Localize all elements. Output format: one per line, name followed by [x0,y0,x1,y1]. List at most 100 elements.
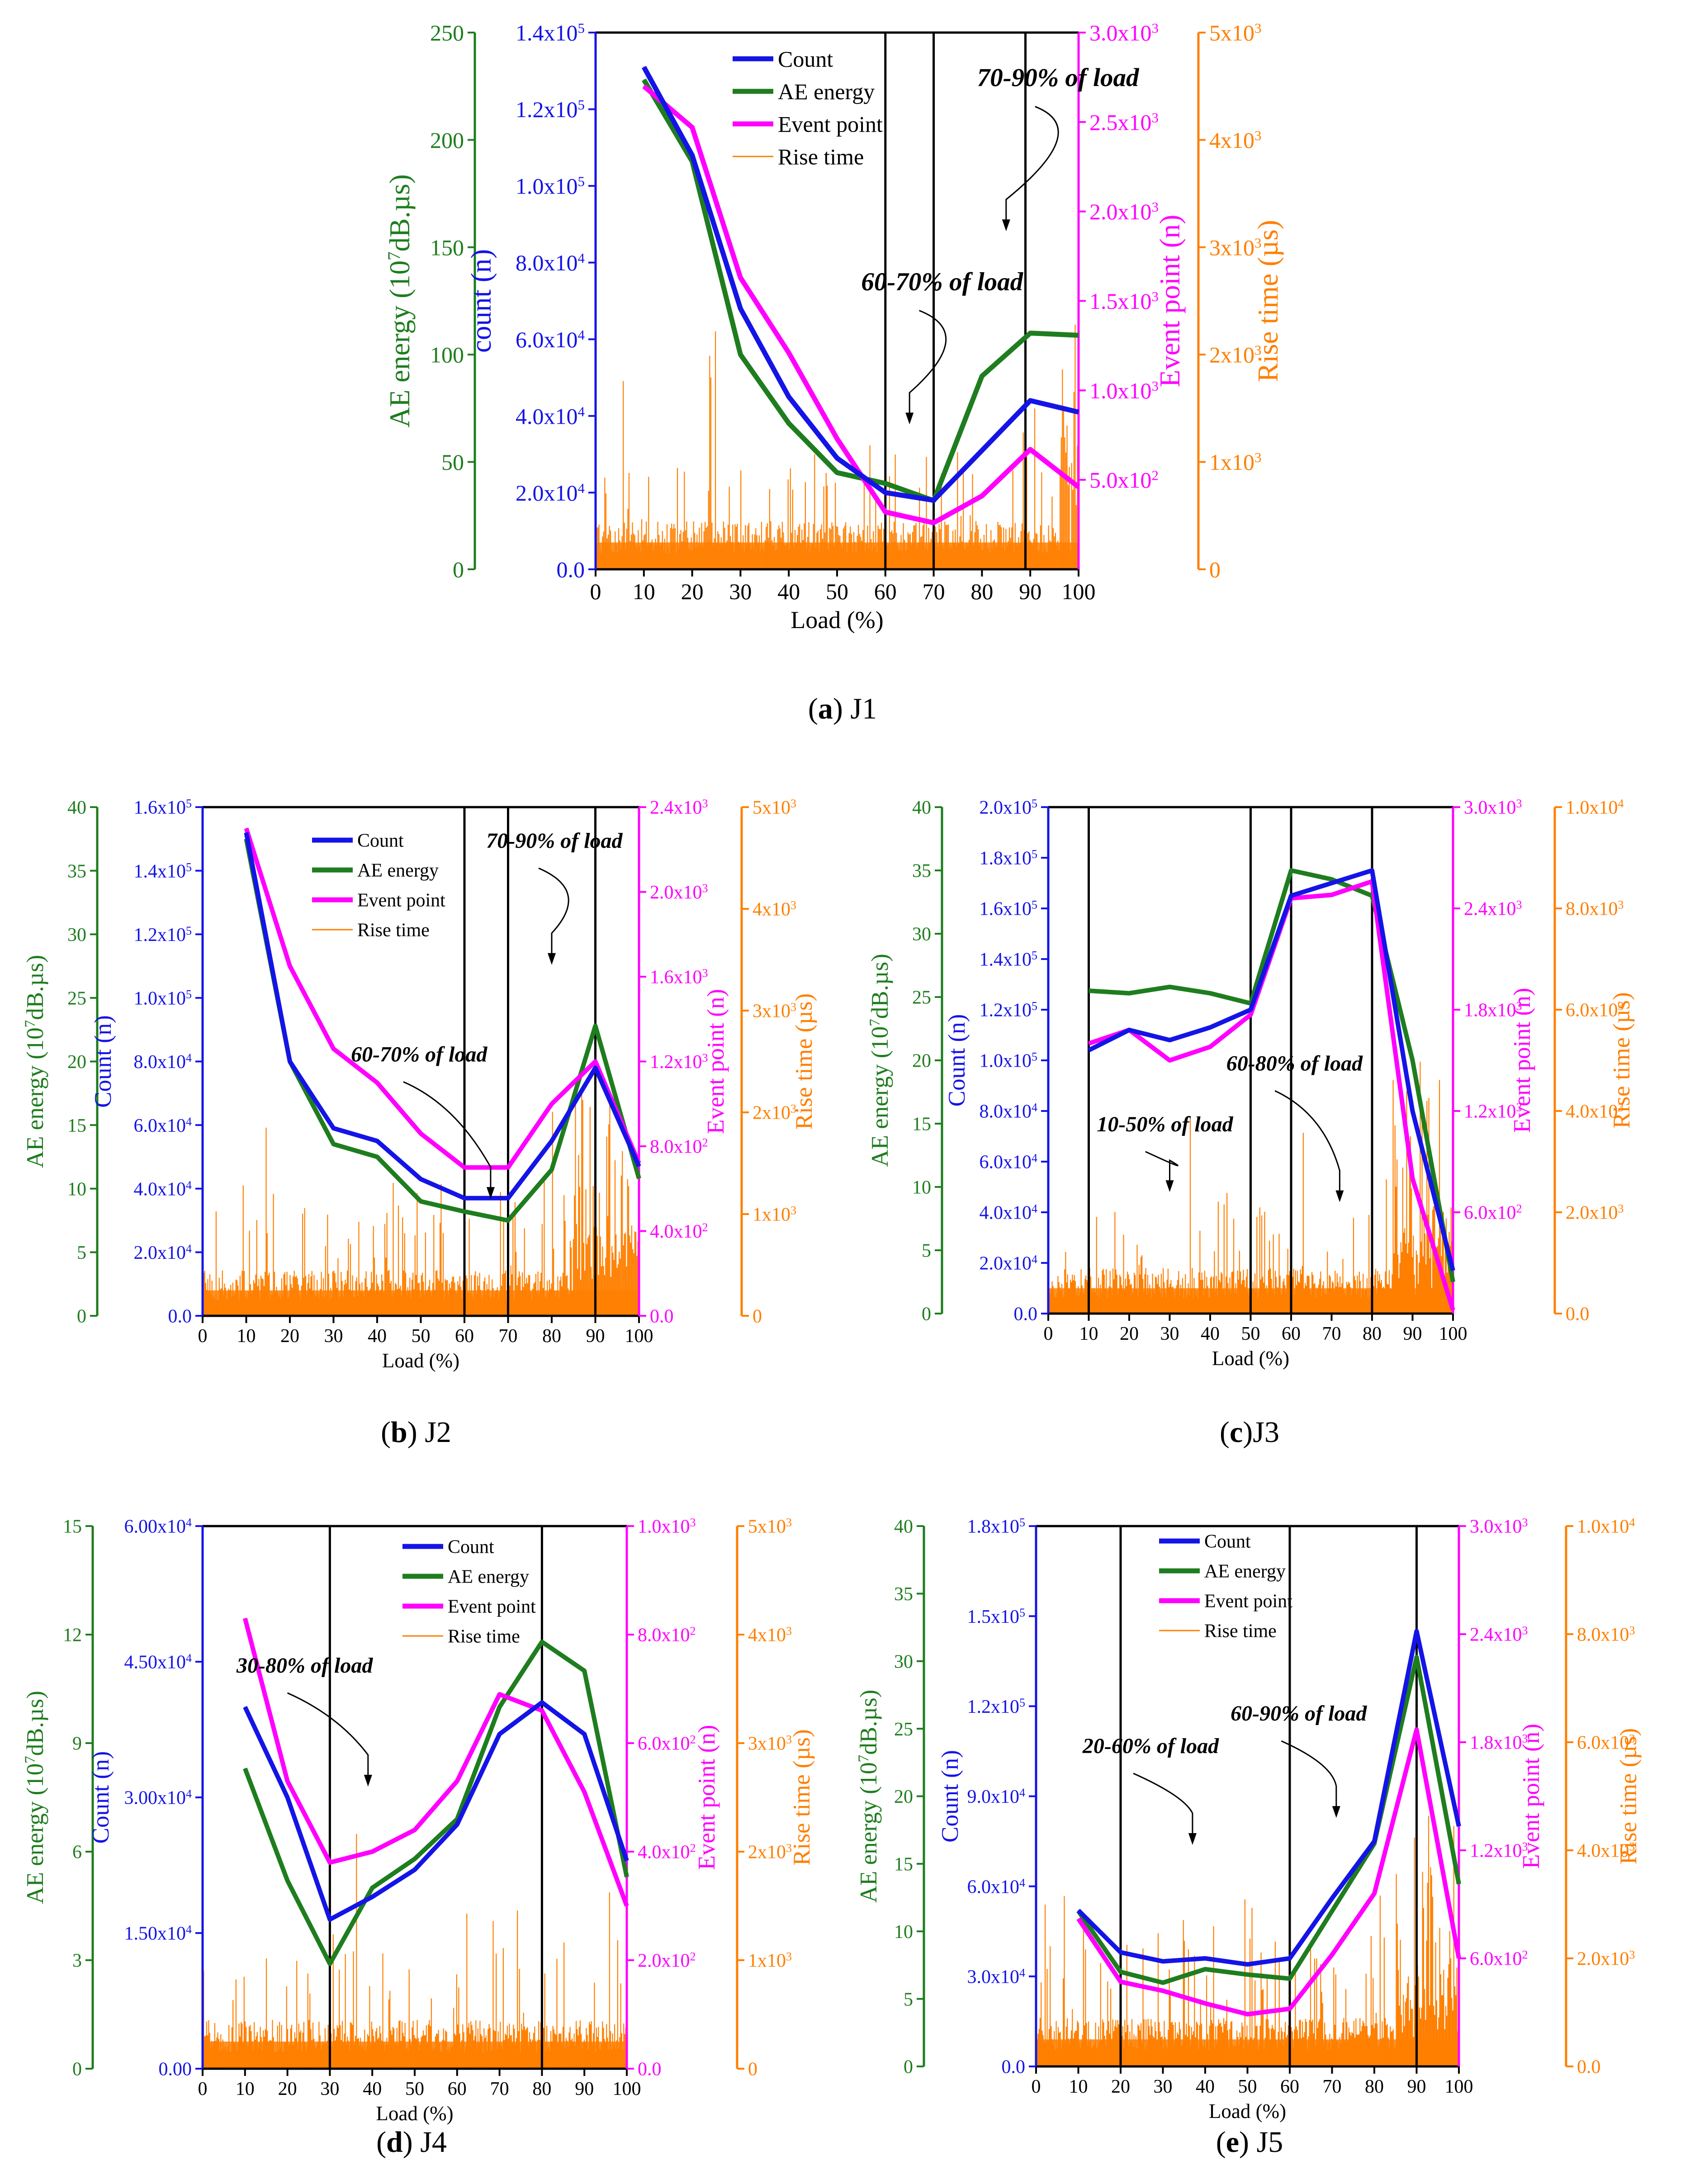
count-point-a-5 [885,492,886,493]
count-tick-label-c-1: 2.0x104 [980,1253,1038,1274]
count-tick-label-c-3: 6.0x104 [980,1151,1038,1173]
legend-label-e-3: Rise time [1204,1621,1277,1642]
x-tick-label-b-8: 80 [542,1326,561,1347]
caption-a: (a) J1 [808,692,877,725]
rise-time-base-a [596,542,1079,569]
chart-panel-e: 0 10 20 30 40 50 60 70 80 90 100 Load (%) 0 5 10 15 20 25… [842,1465,1685,2184]
x-tick-label-b-3: 30 [324,1326,343,1347]
count-point-e-5 [1289,1958,1290,1959]
count-point-d-2 [329,1919,331,1920]
count-point-e-6 [1331,1898,1333,1899]
event-point-point-d-6 [499,1694,500,1695]
annotation-b-1: 70-90% of load [486,829,623,853]
event-tick-label-d-3: 6.0x102 [638,1733,696,1754]
energy-tick-label-c-2: 10 [912,1177,931,1198]
count-tick-label-e-4: 1.2x105 [967,1696,1026,1718]
count-point-c-7 [1372,870,1373,871]
count-tick-label-c-5: 1.0x105 [980,1050,1038,1072]
ae-energy-point-e-8 [1416,1656,1417,1658]
event-axis-title-e: Event point (n) [1518,1724,1544,1869]
energy-axis-b: 0 5 10 15 20 25 30 35 40 AE energy (107dB.µs) [22,798,99,1327]
rise-axis-c: 0.0 2.0x103 4.0x103 6.0x103 8.0x103 1.0x104 Ri… [1553,797,1635,1325]
count-tick-label-c-2: 4.0x104 [980,1202,1038,1224]
event-tick-label-c-4: 3.0x103 [1464,797,1522,818]
count-tick-label-b-8: 1.6x105 [134,797,192,818]
count-axis-a: 0.0 2.0x104 4.0x104 6.0x104 8.0x104 1.0x105 1.… [465,20,597,582]
x-tick-label-d-3: 30 [320,2079,339,2099]
energy-tick-label-d-1: 3 [72,1951,82,1971]
event-tick-label-b-1: 4.0x102 [650,1221,708,1243]
count-line-b [244,832,641,1201]
x-tick-label-a-5: 50 [826,579,848,604]
annotation-arrowhead-c-1 [1335,1190,1344,1202]
event-tick-label-a-0: 5.0x102 [1089,467,1159,493]
x-tick-label-c-6: 60 [1282,1324,1301,1344]
count-point-b-1 [289,1061,290,1062]
count-axis-title-d: Count (n) [88,1751,114,1844]
event-point-point-e-7 [1374,1893,1375,1894]
x-tick-label-c-1: 10 [1079,1324,1098,1344]
x-tick-label-e-8: 80 [1365,2076,1384,2097]
x-tick-label-c-0: 0 [1044,1324,1053,1344]
ae-energy-point-b-7 [551,1169,552,1170]
event-axis-b: 0.0 4.0x102 8.0x102 1.2x103 1.6x103 2.0x103 2.… [638,797,729,1327]
rise-tick-label-a-0: 0 [1209,557,1221,582]
energy-tick-label-b-0: 0 [77,1306,86,1327]
energy-tick-label-d-0: 0 [72,2059,82,2080]
x-tick-label-e-4: 40 [1196,2076,1215,2097]
ae-energy-point-e-3 [1205,1968,1206,1970]
rise-axis-title-b: Rise time (µs) [791,993,817,1130]
x-tick-label-a-7: 70 [923,579,945,604]
energy-tick-label-b-5: 25 [67,988,86,1009]
energy-tick-label-d-5: 15 [63,1517,82,1537]
event-tick-label-a-5: 3.0x103 [1089,20,1159,46]
event-point-point-a-4 [837,438,838,440]
event-point-point-b-2 [333,1048,334,1049]
legend-label-d-0: Count [448,1537,494,1558]
ae-energy-line-e [1076,1655,1461,1985]
x-tick-label-e-7: 70 [1323,2076,1342,2097]
ae-energy-point-e-6 [1331,1910,1333,1912]
legend-label-d-2: Event point [448,1597,536,1617]
x-tick-label-d-4: 40 [363,2079,382,2099]
legend-label-d-1: AE energy [448,1567,529,1588]
legend-label-a-2: Event point [778,112,883,137]
annotation-arrowhead-a-1 [1002,219,1010,232]
count-tick-label-e-3: 9.0x104 [967,1786,1026,1808]
energy-tick-label-c-0: 0 [922,1304,931,1325]
count-tick-label-e-2: 6.0x104 [967,1876,1026,1898]
count-axis-title-a: count (n) [465,249,497,353]
rise-tick-label-c-5: 1.0x104 [1566,797,1624,818]
rise-time-base-d [203,2042,627,2069]
count-tick-label-d-3: 4.50x104 [124,1651,192,1673]
legend-label-a-1: AE energy [778,79,875,104]
x-tick-label-b-0: 0 [198,1326,208,1347]
energy-axis-d: 0 3 6 9 12 15 AE energy (107dB.µs) [22,1517,94,2080]
event-tick-label-a-4: 2.5x103 [1089,109,1159,135]
ae-energy-point-a-7 [981,375,983,377]
event-point-series-c [1088,879,1455,1311]
count-tick-label-b-3: 6.0x104 [134,1115,192,1136]
count-axis-title-e: Count (n) [937,1750,963,1843]
energy-axis-c: 0 5 10 15 20 25 30 35 40 AE energy (107dB.µs) [867,798,943,1325]
x-tick-label-d-6: 60 [448,2079,467,2099]
event-axis-title-b: Event point (n) [703,989,729,1134]
count-line-c [1088,868,1455,1272]
count-point-b-0 [246,832,247,833]
ae-energy-point-e-4 [1247,1974,1248,1975]
energy-tick-label-e-4: 20 [894,1787,913,1807]
rise-tick-label-c-2: 4.0x103 [1566,1101,1624,1122]
count-tick-label-a-4: 8.0x104 [516,250,585,276]
event-tick-label-c-0: 6.0x102 [1464,1202,1522,1224]
count-point-e-4 [1247,1964,1248,1965]
annotation-arrow-d-0 [287,1692,369,1782]
x-tick-label-d-2: 20 [278,2079,297,2099]
annotation-arrow-e-0 [1133,1773,1193,1841]
event-axis-d: 0.0 2.0x102 4.0x102 6.0x102 8.0x102 1.0x103 Ev… [625,1516,720,2080]
energy-tick-label-e-1: 5 [904,1989,913,2010]
x-tick-label-a-1: 10 [633,579,655,604]
x-tick-label-d-1: 10 [236,2079,255,2099]
chart-e-svg: 0 10 20 30 40 50 60 70 80 90 100 Load (%) 0 5 10 15 20 25… [856,1516,1642,2123]
energy-tick-label-a-3: 150 [430,235,464,260]
legend-label-e-2: Event point [1204,1591,1292,1612]
